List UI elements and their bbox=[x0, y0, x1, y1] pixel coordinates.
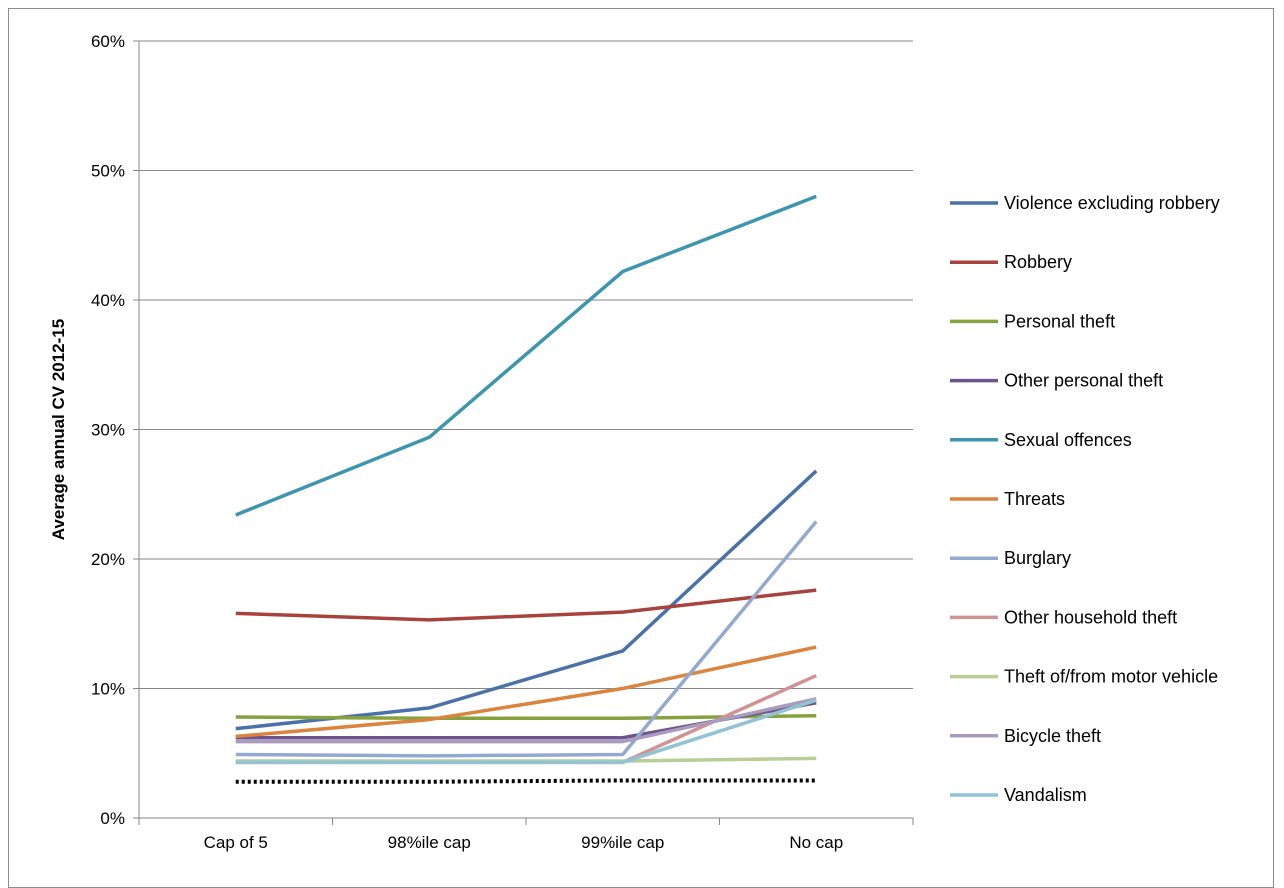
legend-label: Violence excluding robbery bbox=[1004, 193, 1220, 213]
legend-label: Theft of/from motor vehicle bbox=[1004, 667, 1218, 687]
x-tick-label: 99%ile cap bbox=[581, 833, 664, 852]
x-tick-labels: Cap of 5 98%ile cap 99%ile cap No cap bbox=[204, 833, 844, 852]
legend-label: Sexual offences bbox=[1004, 430, 1132, 450]
legend-label: Other household theft bbox=[1004, 607, 1177, 627]
legend-item-personal-theft: Personal theft bbox=[950, 311, 1115, 331]
series-line-burglary bbox=[235, 520, 818, 758]
x-tick-label: Cap of 5 bbox=[204, 833, 268, 852]
chart-frame bbox=[8, 8, 1274, 888]
reference-line bbox=[235, 778, 817, 784]
series-line-threats bbox=[235, 645, 817, 739]
legend-item-vandalism: Vandalism bbox=[950, 785, 1087, 805]
x-tick-label: No cap bbox=[789, 833, 843, 852]
legend-item-other-household-theft: Other household theft bbox=[950, 607, 1177, 627]
legend-label: Burglary bbox=[1004, 548, 1071, 568]
legend-label: Threats bbox=[1004, 489, 1065, 509]
legend-item-violence-excluding-robbery: Violence excluding robbery bbox=[950, 193, 1220, 213]
legend: Violence excluding robbery Robbery Persona… bbox=[950, 193, 1220, 805]
legend-label: Vandalism bbox=[1004, 785, 1087, 805]
y-tick-label: 10% bbox=[91, 680, 125, 699]
series-line-personal-theft bbox=[235, 713, 817, 721]
series-line-bicycle-theft bbox=[235, 697, 817, 744]
legend-label: Personal theft bbox=[1004, 311, 1115, 331]
legend-item-threats: Threats bbox=[950, 489, 1065, 509]
legend-item-other-personal-theft: Other personal theft bbox=[950, 371, 1163, 391]
legend-label: Robbery bbox=[1004, 252, 1072, 272]
line-chart: 0% 10% 20% 30% 40% 50% 60% Cap of 5 98%ile cap 9… bbox=[49, 32, 1220, 852]
y-tick-labels: 0% 10% 20% 30% 40% 50% 60% bbox=[91, 32, 125, 828]
legend-item-robbery: Robbery bbox=[950, 252, 1072, 272]
legend-label: Bicycle theft bbox=[1004, 726, 1101, 746]
y-tick-label: 50% bbox=[91, 162, 125, 181]
legend-item-bicycle-theft: Bicycle theft bbox=[950, 726, 1101, 746]
series-lines bbox=[235, 194, 818, 784]
y-tick-label: 20% bbox=[91, 550, 125, 569]
legend-item-theft-of-from-motor-vehicle: Theft of/from motor vehicle bbox=[950, 667, 1218, 687]
legend-label: Other personal theft bbox=[1004, 371, 1163, 391]
axes bbox=[133, 40, 914, 825]
series-line-vandalism bbox=[235, 698, 817, 765]
y-tick-label: 0% bbox=[100, 809, 125, 828]
series-line-robbery bbox=[235, 588, 817, 622]
legend-item-sexual-offences: Sexual offences bbox=[950, 430, 1132, 450]
legend-item-burglary: Burglary bbox=[950, 548, 1071, 568]
y-tick-label: 30% bbox=[91, 421, 125, 440]
y-axis-label: Average annual CV 2012-15 bbox=[49, 319, 68, 540]
series-line-sexual-offences bbox=[235, 194, 817, 517]
y-tick-label: 60% bbox=[91, 32, 125, 51]
y-tick-label: 40% bbox=[91, 291, 125, 310]
x-tick-label: 98%ile cap bbox=[388, 833, 471, 852]
